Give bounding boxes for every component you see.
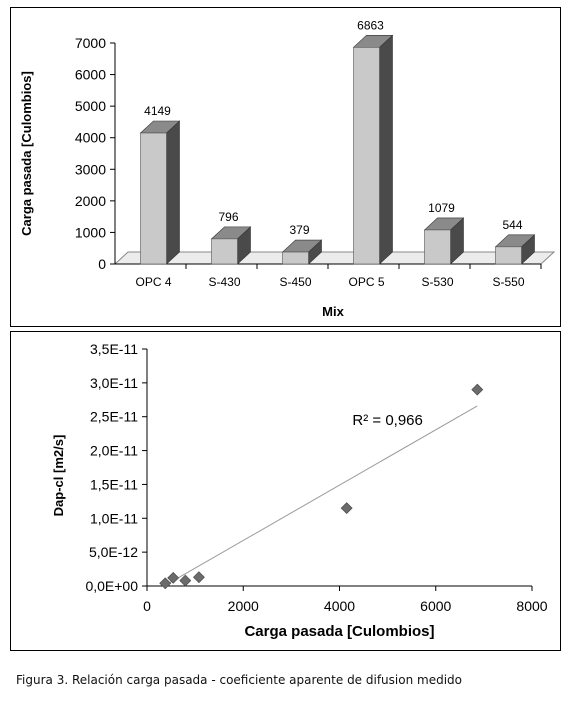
data-point <box>159 577 172 590</box>
y-tick-label: 2,0E-11 <box>90 443 138 459</box>
x-tick-label: S-450 <box>279 275 311 289</box>
data-label: 6863 <box>357 18 384 32</box>
y-tick-label: 3,0E-11 <box>90 375 138 391</box>
data-point <box>340 502 353 515</box>
y-tick-label: 7000 <box>75 35 106 51</box>
data-point <box>167 571 180 584</box>
scatter-chart: 0,0E+00 5,0E-12 1,0E-11 1,5E-11 2,0E-11 2,5E-… <box>51 341 548 640</box>
x-tick-label: S-550 <box>492 275 524 289</box>
x-tick-label: 2000 <box>228 598 259 614</box>
x-tick-label: 6000 <box>420 598 451 614</box>
y-tick-label: 1000 <box>75 224 106 240</box>
x-tick-label: S-530 <box>421 275 453 289</box>
y-tick-label: 1,5E-11 <box>90 476 138 492</box>
bar-s-550 <box>494 234 536 265</box>
data-label: 4149 <box>144 104 171 118</box>
bar-front <box>211 238 238 265</box>
x-tick-label: 0 <box>143 598 151 614</box>
data-point <box>193 571 205 584</box>
scatter-chart-panel: 0,0E+00 5,0E-12 1,0E-11 1,5E-11 2,0E-11 2,5E-… <box>10 331 561 651</box>
bar-opc-4 <box>139 120 181 265</box>
y-tick-label: 1,0E-11 <box>90 510 138 526</box>
bar-front <box>140 132 167 265</box>
y-tick-label: 2000 <box>75 193 106 209</box>
bar-opc-5 <box>352 34 394 265</box>
x-tick-label: 8000 <box>516 598 547 614</box>
bar-chart: 0 1000 2000 3000 4000 5000 6000 7000 4149 OPC 4 79… <box>19 18 556 319</box>
bar-side <box>166 120 180 265</box>
data-label: 796 <box>218 210 238 224</box>
y-tick-label: 5000 <box>75 98 106 114</box>
bar-chart-panel: 0 1000 2000 3000 4000 5000 6000 7000 4149 OPC 4 79… <box>10 7 561 327</box>
x-axis-title: Mix <box>322 304 344 319</box>
x-axis-title: Carga pasada [Culombios] <box>244 623 434 640</box>
data-label: 379 <box>289 223 309 237</box>
bar-s-530 <box>423 217 465 265</box>
bar-front <box>495 246 522 265</box>
chart-floor <box>113 251 556 265</box>
bar-s-450 <box>281 239 323 265</box>
y-axis-title: Dap-cl [m2/s] <box>51 435 66 517</box>
y-tick-label: 3000 <box>75 161 106 177</box>
data-label: 1079 <box>428 201 455 215</box>
y-axis-title: Carga pasada [Culombios] <box>19 71 34 236</box>
bar-s-430 <box>210 226 252 265</box>
bar-front <box>424 229 451 265</box>
y-tick-label: 3,5E-11 <box>90 341 138 357</box>
bar-front <box>282 251 309 265</box>
bar-side <box>379 34 393 265</box>
figure-caption: Figura 3. Relación carga pasada - coefic… <box>16 673 462 687</box>
y-tick-label: 0,0E+00 <box>85 578 138 594</box>
x-tick-label: OPC 5 <box>348 275 384 289</box>
x-tick-label: S-430 <box>208 275 240 289</box>
data-label: 544 <box>502 218 522 232</box>
x-tick-label: 4000 <box>324 598 355 614</box>
y-tick-label: 2,5E-11 <box>90 409 138 425</box>
x-tick-label: OPC 4 <box>135 275 171 289</box>
r-squared-annotation: R² = 0,966 <box>352 412 422 429</box>
data-point <box>471 383 484 396</box>
bar-front <box>353 47 380 265</box>
y-tick-label: 6000 <box>75 67 106 83</box>
data-point <box>179 574 192 587</box>
y-tick-label: 4000 <box>75 130 106 146</box>
y-tick-label: 5,0E-12 <box>89 544 138 560</box>
y-tick-label: 0 <box>98 256 106 272</box>
trendline <box>164 405 478 586</box>
